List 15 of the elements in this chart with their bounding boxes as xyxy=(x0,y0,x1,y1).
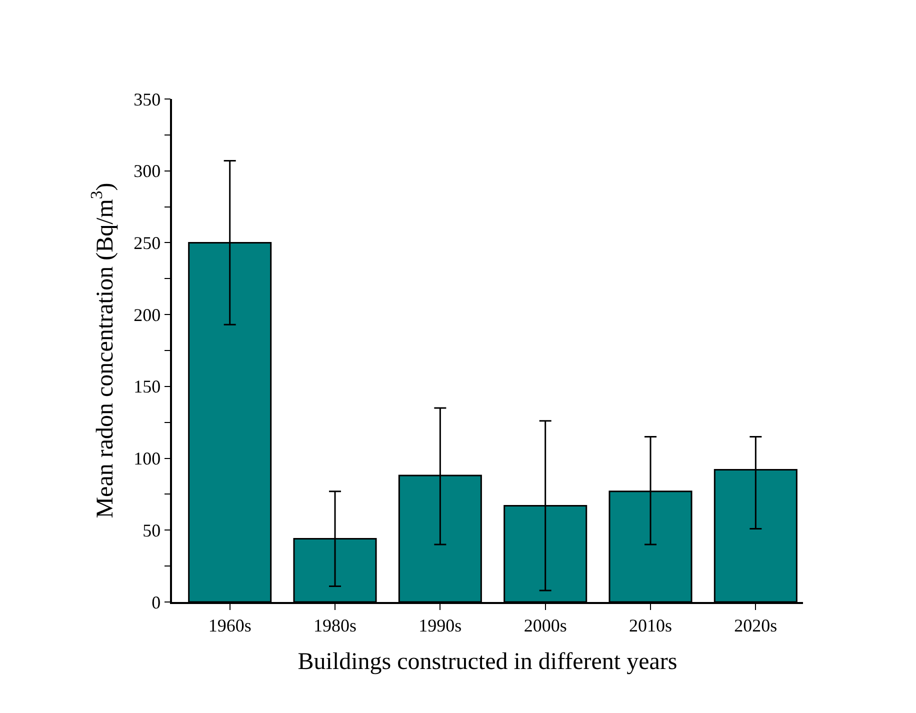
y-tick-label: 150 xyxy=(134,376,161,397)
y-tick-label: 250 xyxy=(134,233,161,254)
x-tick-label: 1960s xyxy=(208,615,252,636)
x-axis-title: Buildings constructed in different years xyxy=(298,649,678,676)
x-tick-label: 1980s xyxy=(314,615,357,636)
y-tick-label: 0 xyxy=(152,592,161,612)
x-tick-label: 2010s xyxy=(629,615,672,636)
y-tick-label: 100 xyxy=(134,448,161,469)
y-tick-label: 50 xyxy=(142,520,161,540)
x-tick-label: 2000s xyxy=(524,615,567,636)
y-tick-label: 300 xyxy=(134,161,161,182)
x-tick-label: 2020s xyxy=(734,615,778,636)
y-tick-label: 350 xyxy=(134,89,161,110)
y-tick-label: 200 xyxy=(134,304,161,325)
x-tick-label: 1990s xyxy=(418,615,462,636)
